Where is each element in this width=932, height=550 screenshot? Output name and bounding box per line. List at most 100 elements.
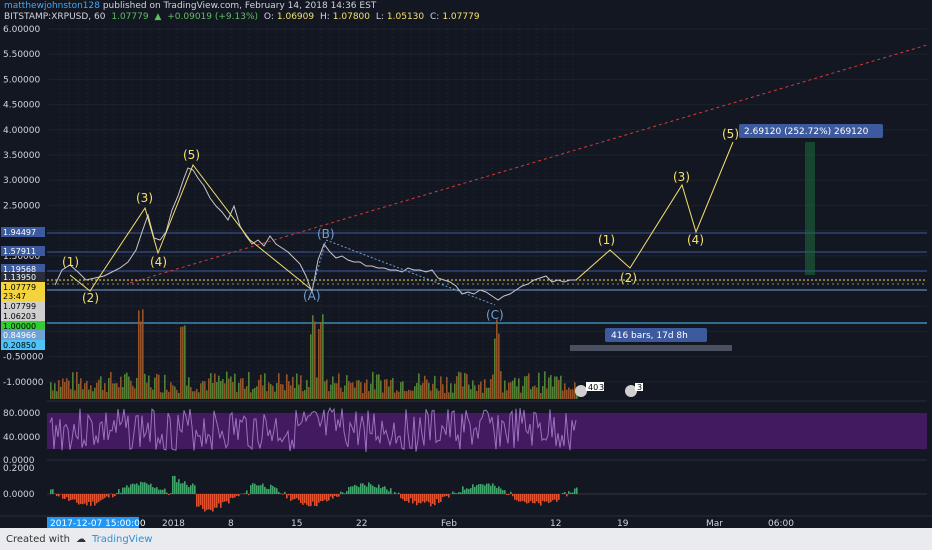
time-axis-tick: Mar <box>706 519 723 528</box>
high-label: H: <box>319 12 330 22</box>
price-badge-label: 1.07799 <box>3 302 36 311</box>
rsi-line <box>49 407 577 453</box>
price-axis-tick: 2.50000 <box>3 201 40 211</box>
time-axis-tick: 2018 <box>162 519 185 528</box>
symbol-label: BITSTAMP:XRPUSD, 60 <box>4 12 106 22</box>
price-axis-tick: 1.50000 <box>3 252 40 262</box>
price-axis-tick: 4.00000 <box>3 126 40 136</box>
wave-label-B[interactable]: (B) <box>317 227 335 241</box>
price-badge-label: 1.94497 <box>3 228 36 237</box>
price-badge-label: 1.00000 <box>3 322 36 331</box>
price-badges: 1.94497 1.57911 1.195681.139501.0777923:47… <box>1 227 45 350</box>
wave-label-5b[interactable]: (5) <box>722 127 739 141</box>
author-link[interactable]: matthewjohnston128 <box>4 1 100 11</box>
time-axis[interactable]: 2017-12-07 15:00:00 2018 8 15 22 Feb 12 19 Mar 06… <box>47 517 794 528</box>
publish-info: published on TradingView.com, February 1… <box>102 1 377 11</box>
price-badge <box>1 227 45 237</box>
rsi-axis[interactable]: 80.0000 40.0000 0.0000 <box>3 409 40 466</box>
bars-range-bar[interactable] <box>570 345 732 351</box>
chart-header: matthewjohnston128 published on TradingV… <box>0 0 932 24</box>
bars-badge[interactable] <box>605 328 707 342</box>
event-count-3: 3 <box>637 383 642 392</box>
tradingview-logo-icon: ☁ <box>75 533 86 545</box>
price-axis-tick: 4.50000 <box>3 101 40 111</box>
wave-label-3b[interactable]: (3) <box>673 170 690 184</box>
rsi-axis-tick: 80.0000 <box>3 409 40 419</box>
wave-label-A[interactable]: (A) <box>303 289 321 303</box>
measure-badge[interactable] <box>739 124 883 138</box>
correction-path[interactable] <box>311 239 496 306</box>
price-badge <box>1 246 45 256</box>
price-badge-label: 1.13950 <box>3 273 36 282</box>
wave-label-1a[interactable]: (1) <box>62 255 79 269</box>
rsi-axis-tick: 0.0000 <box>3 456 35 466</box>
price-badge <box>1 264 45 274</box>
price-axis-tick: -0.50000 <box>3 353 44 363</box>
publish-line: matthewjohnston128 published on TradingV… <box>4 1 928 12</box>
event-badge-2[interactable] <box>635 383 643 391</box>
wave-label-1b[interactable]: (1) <box>598 233 615 247</box>
time-axis-tick: 06:00 <box>768 519 794 528</box>
footer-created: Created with <box>6 533 70 545</box>
footer-brand[interactable]: TradingView <box>91 533 153 545</box>
price-axis-tick: 3.50000 <box>3 151 40 161</box>
price-badge-label: 23:47 <box>3 292 26 301</box>
price-change: +0.09019 (+9.13%) <box>167 12 259 22</box>
wave-label-C[interactable]: (C) <box>486 308 504 322</box>
close-label: C: <box>430 12 440 22</box>
price-badge <box>1 272 45 282</box>
price-pane[interactable] <box>47 24 927 400</box>
wave-projection-future[interactable] <box>575 141 734 281</box>
time-axis-tick: 19 <box>617 519 629 528</box>
event-badge-1[interactable] <box>586 382 604 391</box>
trend-line[interactable] <box>129 44 928 284</box>
chart-canvas[interactable]: (1) (2) (3) (4) (5) (A) (B) (C) (1) (2) … <box>0 0 932 528</box>
price-series <box>54 167 576 301</box>
price-axis-tick: 5.00000 <box>3 75 40 85</box>
time-axis-tick: 2017-12-07 15:00:00 <box>50 519 146 528</box>
wave-labels: (1) (2) (3) (4) (5) (A) (B) (C) (1) (2) … <box>62 127 739 322</box>
rsi-band <box>47 413 927 449</box>
price-badge <box>1 321 45 331</box>
wave-label-5a[interactable]: (5) <box>183 148 200 162</box>
price-badge-label: 1.07779 <box>3 283 36 292</box>
price-badge <box>1 301 45 311</box>
price-badge-label: 1.06203 <box>3 312 36 321</box>
event-flag-icon[interactable] <box>575 385 587 397</box>
price-badge <box>1 330 45 340</box>
low-value: 1.05130 <box>386 12 425 22</box>
price-badge-label: 1.57911 <box>3 247 36 256</box>
price-badge <box>1 340 45 350</box>
wave-label-2b[interactable]: (2) <box>620 271 637 285</box>
volume-histogram <box>50 309 578 399</box>
close-value: 1.07779 <box>442 12 480 22</box>
wave-label-4a[interactable]: (4) <box>150 255 167 269</box>
measure-label: 2.69120 (252.72%) 269120 <box>744 127 869 137</box>
wave-label-4b[interactable]: (4) <box>687 233 704 247</box>
price-axis-tick: 3.00000 <box>3 176 40 186</box>
time-cursor-badge <box>47 517 139 528</box>
bars-label: 416 bars, 17d 8h <box>611 331 688 341</box>
price-badge-label: 1.19568 <box>3 265 36 274</box>
wave-projection-path[interactable] <box>69 163 313 292</box>
event-count-2: 3 <box>599 383 604 392</box>
price-badge-label: 0.20850 <box>3 341 36 350</box>
event-flag-icon-2[interactable] <box>625 385 637 397</box>
time-axis-tick: 8 <box>228 519 234 528</box>
low-label: L: <box>375 12 384 22</box>
price-badge <box>1 282 45 292</box>
open-value: 1.06909 <box>276 12 315 22</box>
time-axis-tick: 15 <box>291 519 302 528</box>
time-axis-tick: 22 <box>356 519 367 528</box>
event-count-1: 40 <box>588 383 598 392</box>
price-badge <box>1 311 45 321</box>
time-axis-tick: 12 <box>550 519 561 528</box>
wave-label-2a[interactable]: (2) <box>82 291 99 305</box>
macd-axis-tick: 0.2000 <box>3 464 35 474</box>
macd-axis[interactable]: 0.2000 0.0000 <box>3 464 35 500</box>
wave-label-3a[interactable]: (3) <box>136 191 153 205</box>
rsi-axis-tick: 40.0000 <box>3 433 40 443</box>
price-axis-tick: 5.50000 <box>3 50 40 60</box>
measure-range[interactable] <box>805 142 815 275</box>
macd-axis-tick: 0.0000 <box>3 490 35 500</box>
